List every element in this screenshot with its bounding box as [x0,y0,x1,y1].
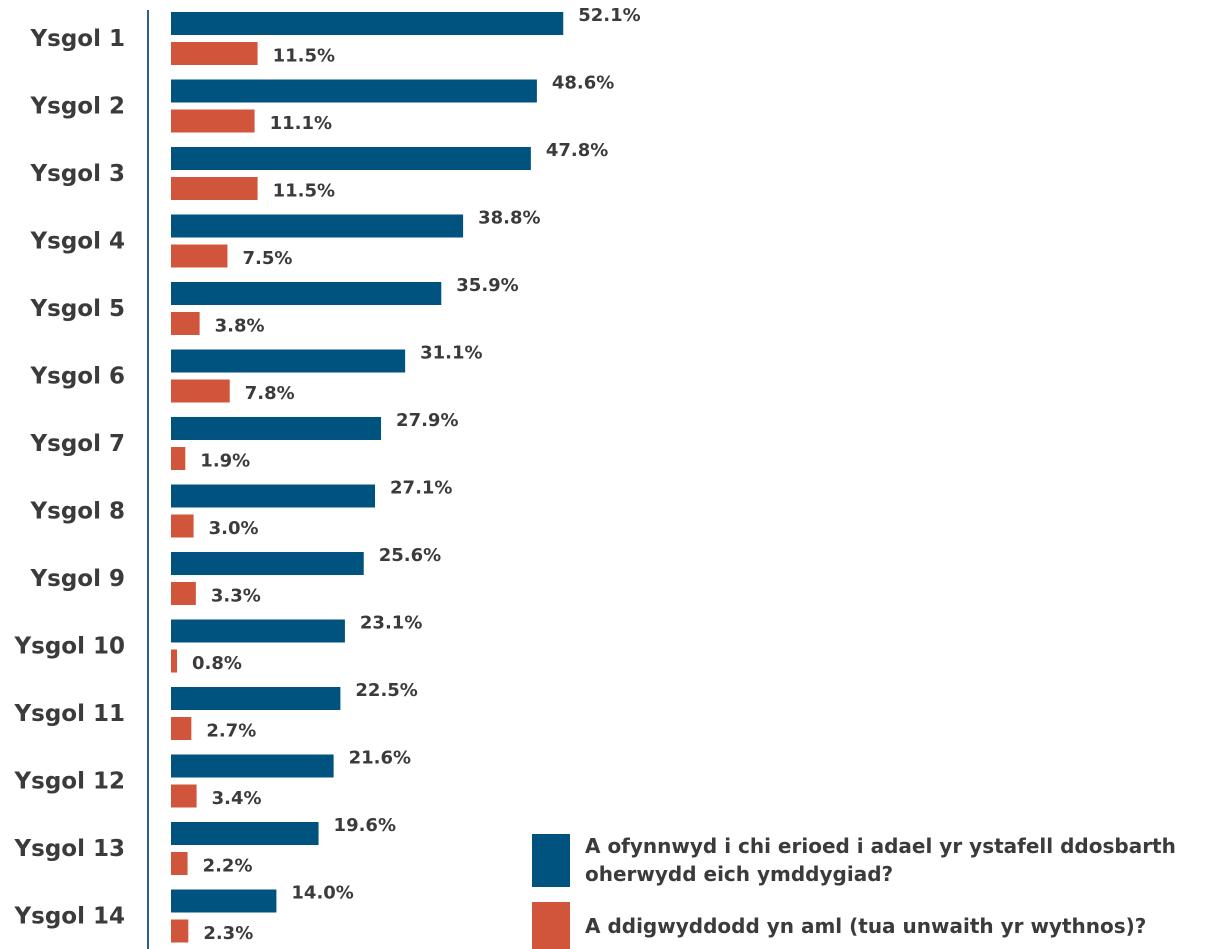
value-label: 3.0% [209,518,259,539]
value-label: 3.4% [212,788,262,809]
value-label: 7.8% [245,383,295,404]
bar [171,79,537,103]
bar [171,822,319,845]
bar [171,852,188,875]
value-label: 48.6% [552,73,614,94]
category-label: Ysgol 2 [29,94,125,120]
category-label: Ysgol 4 [29,229,125,255]
value-label: 14.0% [291,883,353,904]
bar [171,582,196,605]
bar [171,754,334,778]
value-label: 47.8% [546,140,608,161]
bar [171,919,189,943]
bar [171,42,258,65]
bar [171,282,442,305]
bar [171,687,341,710]
bar [171,349,406,373]
value-label: 11.5% [273,181,335,202]
bar [171,312,200,335]
value-label: 19.6% [334,815,396,836]
value-label: 0.8% [192,653,242,674]
value-label: 7.5% [242,248,292,269]
value-label: 23.1% [360,613,422,634]
bar [171,109,255,133]
value-label: 27.1% [390,478,452,499]
bar [171,214,464,238]
bar [171,619,345,643]
value-label: 31.1% [420,343,482,364]
category-label: Ysgol 6 [29,364,125,390]
bar [171,514,194,538]
category-label: Ysgol 10 [13,634,125,660]
bar [171,784,197,808]
bar [171,717,192,740]
legend-swatch [532,833,570,887]
value-label: 25.6% [379,545,441,566]
category-label: Ysgol 7 [29,431,125,457]
value-label: 35.9% [456,275,518,296]
value-label: 52.1% [578,5,640,26]
value-label: 2.2% [203,856,253,877]
value-label: 3.8% [215,316,265,337]
category-label: Ysgol 13 [13,836,125,862]
value-label: 1.9% [200,451,250,472]
legend-label: A ddigwyddodd yn aml (tua unwaith yr wyt… [585,913,1147,938]
value-label: 11.1% [270,113,332,134]
bar [171,244,228,268]
category-label: Ysgol 11 [13,701,125,727]
bar [171,649,178,673]
category-label: Ysgol 1 [29,26,125,52]
value-label: 21.6% [349,748,411,769]
value-label: 27.9% [396,410,458,431]
bar [171,484,376,508]
category-label: Ysgol 3 [29,161,125,187]
value-label: 38.8% [478,208,540,229]
category-label: Ysgol 12 [13,769,125,795]
value-label: 2.7% [206,721,256,742]
legend-item: A ofynnwyd i chi erioed i adael yr ystaf… [532,832,1225,888]
bar [171,417,382,440]
bar [171,147,531,170]
bar [171,177,258,200]
legend-label: A ofynnwyd i chi erioed i adael yr ystaf… [585,834,1176,886]
value-label: 22.5% [355,680,417,701]
bar [171,447,186,470]
bar [171,12,564,35]
bar [171,379,230,403]
category-label: Ysgol 5 [29,296,125,322]
category-label: Ysgol 8 [29,499,125,525]
legend-swatch [532,902,570,949]
bar [171,552,364,575]
legend-item: A ddigwyddodd yn aml (tua unwaith yr wyt… [532,902,1225,949]
category-label: Ysgol 9 [29,566,125,592]
value-label: 2.3% [203,923,253,944]
value-label: 11.5% [273,46,335,67]
value-label: 3.3% [211,586,261,607]
category-label: Ysgol 14 [13,904,125,930]
bar [171,889,277,913]
